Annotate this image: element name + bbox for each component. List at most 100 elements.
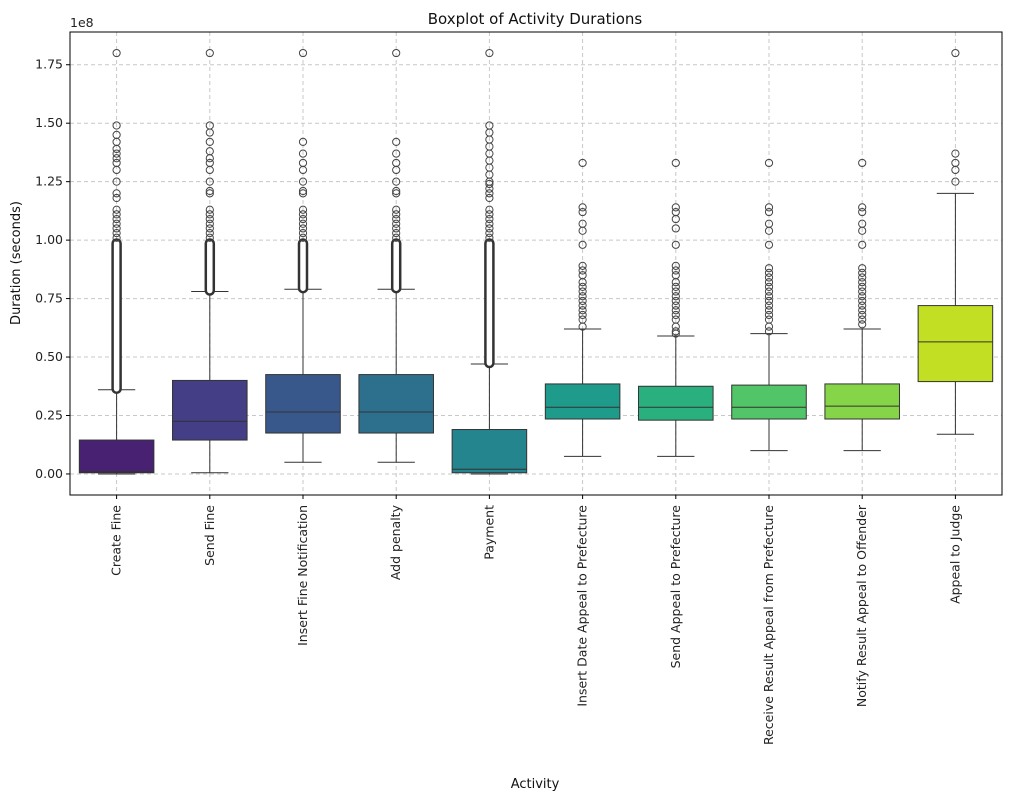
outlier-point bbox=[578, 278, 587, 287]
outlier-point bbox=[764, 264, 774, 273]
outlier-point bbox=[298, 149, 308, 158]
outlier-point bbox=[764, 282, 774, 291]
outlier-point bbox=[298, 189, 308, 198]
outlier-point bbox=[764, 207, 774, 217]
box-6 bbox=[544, 158, 621, 457]
outlier-point bbox=[205, 177, 214, 186]
iqr-box bbox=[358, 374, 434, 434]
outlier-point bbox=[298, 214, 308, 224]
outlier-point bbox=[392, 165, 401, 175]
outlier-point bbox=[671, 158, 680, 168]
outlier-point bbox=[298, 219, 308, 228]
box-10 bbox=[917, 48, 994, 435]
outlier-point bbox=[951, 48, 960, 58]
y-scale-label: 1e8 bbox=[70, 15, 94, 30]
x-tick-label: Send Fine bbox=[202, 505, 217, 566]
outlier-point bbox=[205, 137, 214, 147]
outlier-point bbox=[298, 165, 308, 175]
outlier-point bbox=[671, 310, 680, 320]
box-5 bbox=[451, 48, 528, 475]
outlier-point bbox=[951, 165, 960, 175]
x-tick-label: Payment bbox=[481, 505, 496, 560]
outlier-point bbox=[112, 177, 121, 186]
outlier-point bbox=[298, 186, 308, 196]
outlier-point bbox=[671, 224, 680, 233]
box-2 bbox=[172, 48, 248, 474]
outlier-point bbox=[764, 322, 774, 331]
outlier-point bbox=[205, 154, 214, 163]
plot-frame bbox=[69, 31, 1003, 496]
outlier-point bbox=[205, 128, 214, 137]
outlier-point bbox=[298, 137, 308, 147]
outlier-point bbox=[671, 301, 680, 310]
outlier-point bbox=[485, 224, 494, 233]
outlier-point bbox=[485, 184, 494, 193]
outlier-point bbox=[764, 296, 774, 306]
outlier-point bbox=[764, 306, 774, 315]
outlier-point bbox=[205, 186, 214, 196]
outlier-point bbox=[392, 186, 401, 196]
outlier-point bbox=[858, 264, 867, 273]
outlier-point bbox=[764, 203, 774, 212]
outlier-point bbox=[858, 306, 867, 315]
outlier-point bbox=[298, 177, 308, 186]
outlier-point bbox=[671, 266, 680, 275]
outlier-point bbox=[392, 214, 401, 224]
outlier-point bbox=[485, 229, 494, 238]
outlier-point bbox=[205, 219, 214, 228]
outlier-point bbox=[578, 292, 587, 301]
outlier-point bbox=[951, 177, 960, 186]
outlier-point bbox=[671, 329, 680, 338]
outlier-point bbox=[858, 310, 867, 320]
outlier-point bbox=[578, 296, 587, 306]
y-tick-label: 1.75 bbox=[35, 57, 63, 72]
outlier-point bbox=[112, 233, 121, 242]
outlier-point bbox=[578, 266, 587, 275]
outlier-point bbox=[858, 315, 867, 324]
x-tick-label: Insert Date Appeal to Prefecture bbox=[575, 505, 590, 707]
outlier-point bbox=[392, 205, 401, 214]
outlier-point bbox=[671, 203, 680, 212]
y-tick-label: 1.50 bbox=[35, 115, 63, 130]
outlier-point bbox=[951, 149, 960, 158]
box-8 bbox=[731, 158, 807, 452]
outlier-point bbox=[112, 193, 121, 203]
outlier-cluster bbox=[297, 238, 309, 294]
box-series bbox=[78, 48, 994, 475]
outlier-point bbox=[764, 240, 774, 249]
outlier-point bbox=[392, 177, 401, 186]
outlier-point bbox=[485, 219, 494, 228]
outlier-point bbox=[298, 229, 308, 238]
outlier-point bbox=[112, 214, 121, 224]
outlier-point bbox=[392, 210, 401, 219]
outlier-point bbox=[578, 226, 587, 235]
outlier-point bbox=[671, 282, 680, 291]
box-9 bbox=[824, 158, 900, 452]
outlier-point bbox=[578, 301, 587, 310]
outlier-point bbox=[671, 292, 680, 301]
outlier-point bbox=[858, 207, 867, 217]
outlier-point bbox=[671, 287, 680, 296]
outlier-point bbox=[764, 287, 774, 296]
outlier-point bbox=[671, 306, 680, 315]
iqr-box bbox=[824, 383, 900, 420]
outlier-point bbox=[764, 327, 774, 336]
outlier-point bbox=[578, 261, 587, 270]
outlier-point bbox=[298, 233, 308, 242]
outlier-point bbox=[578, 282, 587, 291]
outlier-point bbox=[205, 165, 214, 175]
outlier-point bbox=[112, 224, 121, 233]
outlier-cluster bbox=[390, 238, 402, 294]
outlier-point bbox=[485, 210, 494, 219]
outlier-point bbox=[578, 287, 587, 296]
outlier-point bbox=[858, 287, 867, 296]
outlier-point bbox=[858, 203, 867, 212]
outlier-point bbox=[205, 233, 214, 242]
iqr-box bbox=[78, 439, 155, 474]
outlier-point bbox=[392, 229, 401, 238]
outlier-point bbox=[485, 205, 494, 214]
iqr-box bbox=[544, 383, 621, 420]
y-tick-label: 0.25 bbox=[35, 407, 63, 422]
outlier-point bbox=[671, 261, 680, 270]
